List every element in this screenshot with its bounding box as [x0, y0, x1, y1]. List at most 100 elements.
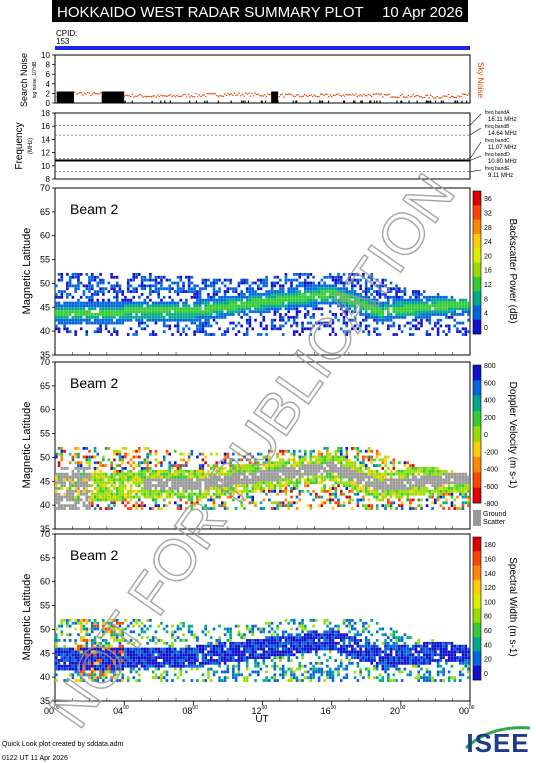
- scatter-cell: [63, 659, 66, 662]
- sky-noise-point: [181, 95, 183, 97]
- scatter-cell: [248, 298, 252, 302]
- scatter-cell: [323, 501, 326, 505]
- scatter-cell: [367, 324, 371, 328]
- scatter-cell: [395, 304, 398, 308]
- scatter-cell: [149, 478, 152, 482]
- scatter-cell: [79, 498, 83, 502]
- scatter-cell: [162, 641, 166, 645]
- scatter-cell: [198, 290, 202, 293]
- scatter-cell: [411, 307, 415, 311]
- scatter-cell: [389, 290, 393, 293]
- scatter-cell: [102, 475, 105, 479]
- scatter-cell: [342, 301, 346, 305]
- scatter-cell: [107, 492, 111, 496]
- scatter-cell: [162, 472, 166, 476]
- scatter-cell: [104, 321, 108, 325]
- scatter-cell: [190, 507, 194, 510]
- scatter-cell: [57, 278, 61, 282]
- scatter-cell: [298, 461, 302, 465]
- scatter-cell: [93, 656, 97, 660]
- scatter-cell: [140, 661, 144, 665]
- scatter-cell: [262, 487, 266, 490]
- scatter-cell: [378, 484, 382, 488]
- sky-noise-point: [339, 94, 341, 96]
- scatter-cell: [104, 670, 108, 674]
- scatter-cell: [215, 278, 219, 282]
- scatter-cell: [88, 275, 91, 279]
- scatter-cell: [160, 492, 163, 496]
- scatter-cell: [398, 495, 401, 499]
- scatter-cell: [138, 498, 141, 502]
- scatter-cell: [281, 304, 285, 308]
- scatter-cell: [425, 295, 429, 299]
- scatter-cell: [270, 304, 274, 308]
- scatter-cell: [389, 481, 393, 485]
- scatter-cell: [126, 641, 130, 645]
- scatter-cell: [259, 310, 263, 314]
- scatter-cell: [201, 656, 205, 660]
- sky-noise-point: [75, 93, 78, 95]
- scatter-cell: [328, 272, 332, 276]
- scatter-cell: [279, 287, 282, 291]
- scatter-cell: [403, 315, 407, 319]
- scatter-cell: [256, 484, 260, 488]
- scatter-cell: [135, 653, 138, 657]
- scatter-cell: [334, 475, 338, 479]
- scatter-cell: [138, 461, 141, 465]
- scatter-cell: [204, 455, 207, 459]
- scatter-cell: [118, 659, 122, 662]
- scatter-cell: [126, 461, 130, 465]
- sky-noise-point: [133, 96, 135, 98]
- scatter-cell: [118, 481, 122, 485]
- scatter-cell: [320, 278, 324, 282]
- scatter-cell: [179, 472, 183, 476]
- scatter-cell: [77, 318, 80, 322]
- scatter-cell: [110, 284, 113, 288]
- noise-spike: [457, 100, 459, 103]
- scatter-cell: [173, 664, 177, 668]
- scatter-cell: [312, 489, 315, 493]
- scatter-cell: [323, 295, 326, 299]
- scatter-cell: [378, 310, 382, 314]
- scatter-cell: [403, 475, 407, 479]
- sky-noise-point: [268, 93, 271, 96]
- scatter-cell: [149, 647, 152, 651]
- scatter-cell: [90, 495, 94, 499]
- scatter-cell: [187, 455, 191, 459]
- scatter-cell: [331, 475, 335, 479]
- scatter-cell: [445, 295, 448, 299]
- scatter-cell: [251, 295, 255, 299]
- scatter-cell: [146, 481, 149, 485]
- scatter-cell: [234, 481, 238, 485]
- scatter-cell: [326, 455, 329, 459]
- scatter-cell: [356, 281, 360, 285]
- scatter-cell: [351, 295, 354, 299]
- sky-noise-point: [455, 96, 458, 99]
- scatter-cell: [375, 278, 379, 282]
- scatter-cell: [85, 630, 89, 634]
- scatter-cell: [359, 449, 362, 453]
- scatter-cell: [88, 290, 91, 293]
- scatter-cell: [240, 478, 243, 482]
- scatter-cell: [201, 472, 205, 476]
- scatter-cell: [165, 504, 169, 508]
- scatter-cell: [439, 310, 443, 314]
- scatter-cell: [290, 307, 293, 311]
- scatter-cell: [149, 278, 152, 282]
- scatter-cell: [176, 653, 180, 657]
- scatter-cell: [176, 467, 180, 470]
- scatter-cell: [201, 647, 205, 651]
- scatter-cell: [381, 461, 385, 465]
- scatter-cell: [290, 495, 293, 499]
- scatter-cell: [400, 307, 404, 311]
- scatter-cell: [201, 315, 205, 319]
- scatter-cell: [60, 624, 64, 628]
- scatter-cell: [395, 495, 398, 499]
- colorbar-tick-label: 0: [484, 325, 488, 332]
- scatter-cell: [55, 501, 58, 505]
- scatter-cell: [63, 661, 66, 665]
- scatter-cell: [409, 321, 412, 325]
- latitude-tick-label: 35: [40, 524, 50, 534]
- scatter-cell: [417, 469, 421, 473]
